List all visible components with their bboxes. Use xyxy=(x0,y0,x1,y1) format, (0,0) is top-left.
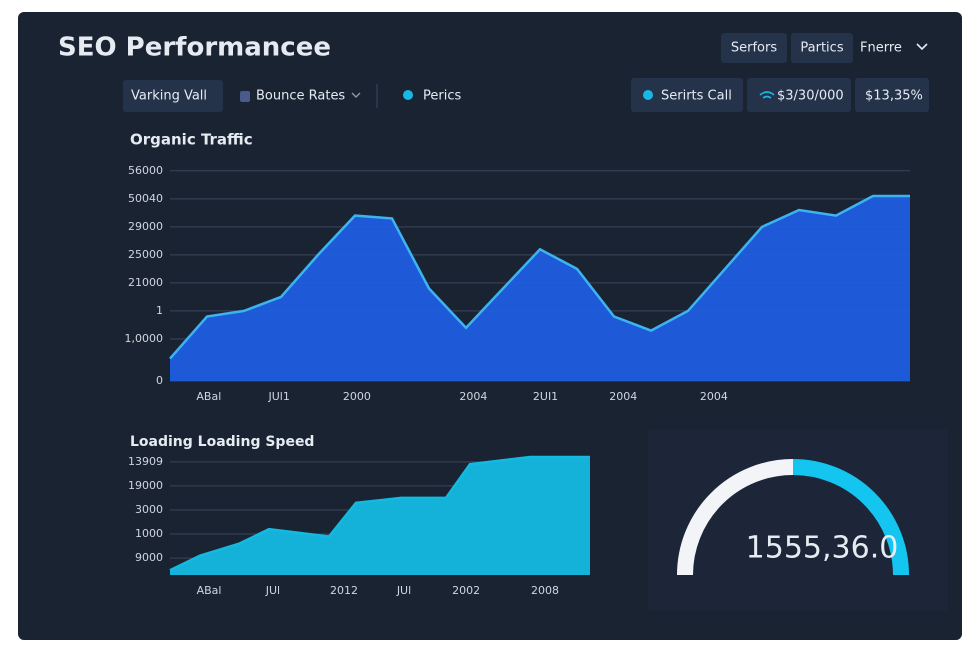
filter[interactable]: Perics xyxy=(423,89,461,104)
x-tick-label: JUl xyxy=(396,584,411,597)
x-tick-label: 2008 xyxy=(531,584,559,597)
x-tick-label: 2UI1 xyxy=(533,390,558,403)
y-tick-label: 9000 xyxy=(135,551,163,564)
x-tick-label: JUl1 xyxy=(267,390,289,403)
button[interactable]: Serfors xyxy=(731,41,777,56)
y-tick-label: 3000 xyxy=(135,503,163,516)
icon xyxy=(643,90,653,100)
stat: $3/30/000 xyxy=(777,89,844,104)
gauge-track xyxy=(677,459,794,576)
stat-bg xyxy=(631,78,743,112)
button-bg[interactable] xyxy=(721,33,787,63)
y-tick-label: 50040 xyxy=(128,192,163,205)
y-tick-label: 29000 xyxy=(128,220,163,233)
chevron xyxy=(351,92,361,98)
chart-title: Loading Loading Speed xyxy=(130,434,314,450)
x-tick-label: ABal xyxy=(197,584,222,597)
y-tick-label: 21000 xyxy=(128,276,163,289)
y-tick-label: 25000 xyxy=(128,248,163,261)
y-tick-label: 13909 xyxy=(128,455,163,468)
x-tick-label: 2000 xyxy=(343,390,371,403)
stat-bg xyxy=(855,78,929,112)
stat-bg xyxy=(747,78,851,112)
x-tick-label: 2002 xyxy=(452,584,480,597)
page-title: SEO Performancee xyxy=(58,33,331,63)
button[interactable]: Partics xyxy=(800,41,843,56)
y-tick-label: 1 xyxy=(156,304,163,317)
icon xyxy=(240,91,250,102)
x-tick-label: 2004 xyxy=(609,390,637,403)
x-tick-label: 2004 xyxy=(700,390,728,403)
icon xyxy=(759,91,775,99)
chart-title: Organic Traffic xyxy=(130,131,253,149)
y-tick-label: 1000 xyxy=(135,527,163,540)
area-line xyxy=(169,455,590,572)
x-tick-label: 2012 xyxy=(330,584,358,597)
gauge-value: 1555,36.0 xyxy=(746,531,899,566)
area xyxy=(170,457,590,575)
icon xyxy=(403,90,413,100)
y-tick-label: 0 xyxy=(156,374,163,387)
y-tick-label: 19000 xyxy=(128,479,163,492)
stat: Serirts Call xyxy=(661,89,732,104)
gauge-fill xyxy=(792,459,909,576)
menu[interactable]: Fnerre xyxy=(860,41,902,56)
y-tick-label: 1,0000 xyxy=(125,332,164,345)
x-tick-label: ABal xyxy=(196,390,221,403)
x-tick-label: JUl xyxy=(265,584,280,597)
filter[interactable]: Varking Vall xyxy=(131,89,207,104)
button-bg[interactable] xyxy=(791,33,853,63)
chevron xyxy=(916,43,928,51)
x-tick-label: 2004 xyxy=(459,390,487,403)
filter[interactable]: Bounce Rates xyxy=(256,89,345,104)
stat: $13,35% xyxy=(865,89,923,104)
filter-bg[interactable] xyxy=(123,80,223,112)
area-line xyxy=(169,194,910,360)
y-tick-label: 56000 xyxy=(128,164,163,177)
area xyxy=(170,196,910,381)
